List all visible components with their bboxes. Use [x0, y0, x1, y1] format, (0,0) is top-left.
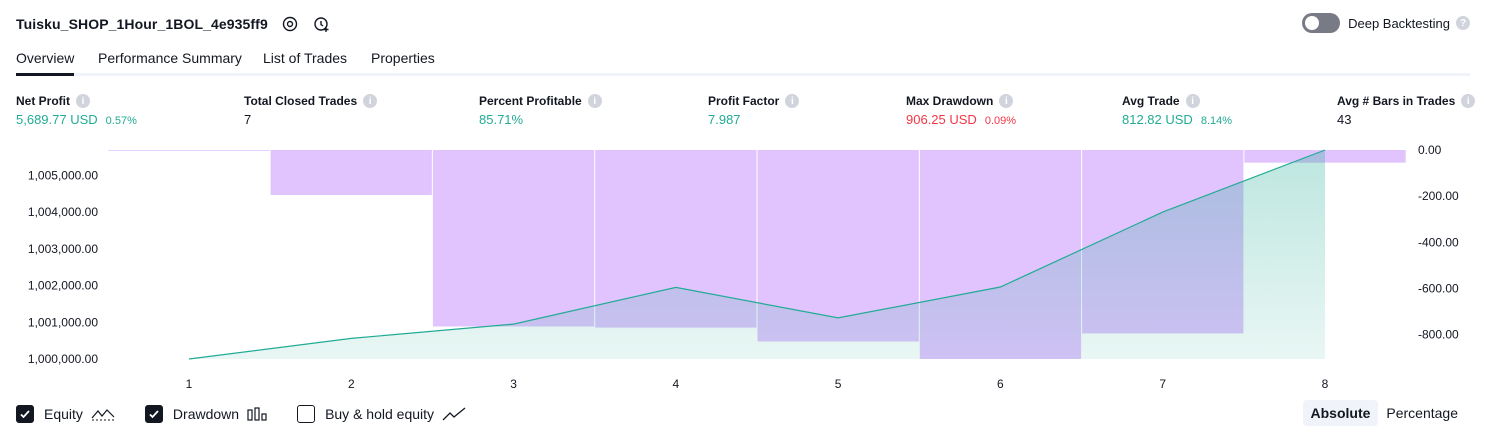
metric-sub: 0.57% [105, 115, 137, 127]
strategy-header: Tuisku_SHOP_1Hour_1BOL_4e935ff9 [16, 12, 332, 36]
absolute-button[interactable]: Absolute [1302, 400, 1379, 426]
x-axis-tick: 7 [1159, 377, 1166, 391]
add-alert-icon[interactable] [312, 14, 332, 34]
metric-avg-trade: Avg Trade i 812.82 USD 8.14% [1122, 93, 1232, 127]
metric-avg-bars: Avg # Bars in Trades i 43 [1337, 93, 1476, 127]
left-axis-tick: 1,000,000.00 [28, 352, 98, 366]
tab-properties[interactable]: Properties [371, 50, 435, 66]
scale-mode-switch: Absolute Percentage [1302, 400, 1467, 426]
x-axis-tick: 1 [186, 377, 193, 391]
info-icon[interactable]: i [999, 94, 1014, 108]
x-axis-tick: 6 [997, 377, 1004, 391]
metric-value: 43 [1337, 112, 1352, 127]
drawdown-bar [432, 150, 595, 327]
metric-value: 85.71% [479, 112, 524, 127]
buy-hold-line-icon [442, 407, 466, 421]
buy-hold-checkbox[interactable] [297, 405, 316, 423]
left-axis-tick: 1,004,000.00 [28, 205, 98, 219]
x-axis-tick: 4 [673, 377, 680, 391]
right-axis-tick: -400.00 [1418, 235, 1459, 249]
tab-overview[interactable]: Overview [16, 50, 75, 76]
right-axis-tick: -200.00 [1418, 189, 1459, 203]
metric-label: Percent Profitable [479, 94, 582, 108]
info-icon[interactable]: i [785, 94, 800, 108]
buy-hold-toggle[interactable]: Buy & hold equity [297, 405, 466, 423]
left-axis-tick: 1,003,000.00 [28, 242, 98, 256]
tab-bar: Overview Performance Summary List of Tra… [16, 44, 1470, 76]
info-icon[interactable]: i [363, 94, 378, 108]
metric-label: Total Closed Trades [244, 94, 358, 108]
left-axis-tick: 1,002,000.00 [28, 279, 98, 293]
metric-label: Avg # Bars in Trades [1337, 94, 1456, 108]
drawdown-bars-icon [247, 407, 267, 421]
drawdown-bar [1244, 150, 1406, 163]
metric-profit-factor: Profit Factor i 7.987 [708, 93, 800, 127]
left-axis-tick: 1,005,000.00 [28, 168, 98, 182]
tab-performance-summary[interactable]: Performance Summary [98, 50, 242, 66]
chart-legend: Equity Drawdown Buy & hold equity [16, 403, 496, 425]
metric-total-closed-trades: Total Closed Trades i 7 [244, 93, 378, 127]
metric-value: 812.82 USD [1122, 112, 1193, 127]
metric-value: 7.987 [708, 112, 741, 127]
drawdown-bar [108, 150, 270, 151]
equity-checkbox[interactable] [16, 405, 34, 423]
x-axis-tick: 2 [348, 377, 355, 391]
drawdown-label: Drawdown [172, 406, 240, 422]
equity-toggle[interactable]: Equity [16, 405, 115, 423]
metric-value: 7 [244, 112, 252, 127]
drawdown-checkbox[interactable] [144, 405, 163, 423]
help-icon[interactable]: ? [1456, 16, 1470, 30]
right-axis-tick: -600.00 [1418, 281, 1459, 295]
metric-net-profit: Net Profit i 5,689.77 USD 0.57% [16, 93, 137, 127]
metric-sub: 8.14% [1200, 115, 1233, 127]
metric-value: 906.25 USD [906, 112, 977, 127]
metric-label: Net Profit [16, 94, 70, 108]
info-icon[interactable]: i [1461, 94, 1476, 108]
equity-area [189, 150, 1325, 359]
metric-percent-profitable: Percent Profitable i 85.71% [479, 93, 602, 127]
info-icon[interactable]: i [1185, 94, 1200, 108]
x-axis-tick: 5 [835, 377, 842, 391]
deep-backtesting: Deep Backtesting ? [1302, 13, 1470, 33]
tab-list-of-trades[interactable]: List of Trades [263, 50, 348, 66]
drawdown-bar [270, 150, 432, 195]
metric-sub: 0.09% [984, 115, 1017, 127]
info-icon[interactable]: i [587, 94, 602, 108]
drawdown-toggle[interactable]: Drawdown [144, 405, 267, 423]
x-axis-tick: 3 [510, 377, 517, 391]
strategy-name: Tuisku_SHOP_1Hour_1BOL_4e935ff9 [16, 16, 268, 32]
right-axis-tick: 0.00 [1418, 143, 1442, 157]
equity-line [188, 149, 1326, 360]
left-axis-tick: 1,001,000.00 [28, 315, 98, 329]
deep-backtesting-label: Deep Backtesting [1348, 15, 1450, 31]
metric-label: Avg Trade [1122, 94, 1180, 108]
metric-value: 5,689.77 USD [16, 112, 98, 127]
right-axis-tick: -800.00 [1418, 328, 1459, 342]
buy-hold-label: Buy & hold equity [325, 406, 435, 422]
percentage-button[interactable]: Percentage [1386, 405, 1458, 421]
equity-line-icon [91, 407, 115, 421]
x-axis-tick: 8 [1322, 377, 1329, 391]
equity-label: Equity [44, 406, 83, 422]
info-icon[interactable]: i [76, 94, 90, 108]
deep-backtesting-toggle[interactable] [1302, 13, 1341, 33]
settings-icon[interactable] [280, 14, 300, 34]
metric-max-drawdown: Max Drawdown i 906.25 USD 0.09% [906, 93, 1016, 127]
metric-label: Max Drawdown [906, 94, 994, 108]
equity-drawdown-chart[interactable]: 1,000,000.00 1,001,000.00 1,002,000.00 1,00… [0, 140, 1486, 400]
metric-label: Profit Factor [708, 94, 780, 108]
